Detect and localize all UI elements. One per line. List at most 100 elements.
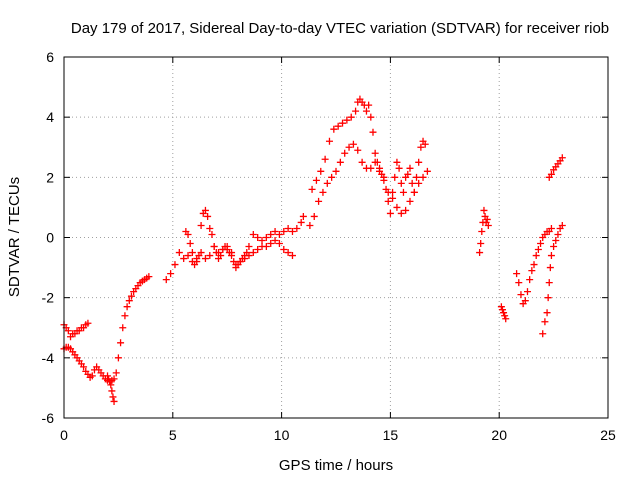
data-point bbox=[105, 375, 113, 383]
y-tick-label: -2 bbox=[42, 290, 55, 306]
plot-frame bbox=[63, 56, 609, 419]
data-point bbox=[406, 197, 414, 205]
data-point bbox=[552, 237, 560, 245]
data-point bbox=[319, 188, 327, 196]
data-point bbox=[339, 119, 347, 127]
data-point bbox=[345, 143, 353, 151]
data-point bbox=[395, 164, 403, 172]
data-point bbox=[404, 170, 412, 178]
data-point bbox=[306, 221, 314, 229]
data-point bbox=[341, 149, 349, 157]
data-point bbox=[108, 387, 116, 395]
data-point bbox=[330, 125, 338, 133]
data-point bbox=[349, 140, 357, 148]
x-tick-label: 15 bbox=[383, 427, 399, 443]
x-tick-label: 25 bbox=[600, 427, 616, 443]
data-point bbox=[558, 221, 566, 229]
data-point bbox=[171, 261, 179, 269]
data-point bbox=[354, 146, 362, 154]
data-point bbox=[391, 173, 399, 181]
data-point bbox=[528, 267, 536, 275]
data-point bbox=[125, 297, 133, 305]
data-point bbox=[384, 197, 392, 205]
data-point bbox=[417, 143, 425, 151]
data-point bbox=[114, 354, 122, 362]
chart-title: Day 179 of 2017, Sidereal Day-to-day VTE… bbox=[71, 20, 609, 37]
data-point bbox=[367, 113, 375, 121]
data-point bbox=[193, 258, 201, 266]
data-point bbox=[521, 297, 529, 305]
data-point bbox=[399, 188, 407, 196]
data-point bbox=[186, 240, 194, 248]
data-point bbox=[175, 249, 183, 257]
data-point bbox=[288, 227, 296, 235]
x-tick-label: 0 bbox=[60, 427, 68, 443]
data-point bbox=[184, 252, 192, 260]
y-tick-label: 0 bbox=[46, 230, 54, 246]
data-point bbox=[371, 149, 379, 157]
data-point bbox=[145, 273, 153, 281]
data-point bbox=[188, 249, 196, 257]
x-tick-label: 10 bbox=[274, 427, 290, 443]
data-point bbox=[382, 185, 390, 193]
series-arc-1 bbox=[60, 319, 92, 341]
data-point bbox=[328, 173, 336, 181]
data-point bbox=[415, 179, 423, 187]
data-point bbox=[513, 270, 521, 278]
data-point bbox=[228, 252, 236, 260]
data-point bbox=[317, 167, 325, 175]
data-point bbox=[254, 234, 262, 241]
data-point bbox=[123, 303, 131, 311]
series-arc-2 bbox=[60, 273, 153, 386]
data-point bbox=[500, 309, 508, 317]
data-point bbox=[119, 324, 127, 332]
data-point bbox=[517, 291, 525, 299]
y-tick-labels: -6 -4 -2 0 2 4 6 bbox=[42, 49, 55, 426]
data-point bbox=[532, 252, 540, 260]
data-point bbox=[88, 372, 96, 380]
data-point bbox=[543, 309, 551, 317]
data-point bbox=[497, 303, 505, 311]
data-point bbox=[365, 101, 373, 109]
data-point bbox=[541, 318, 549, 326]
data-point bbox=[352, 107, 360, 115]
data-points bbox=[60, 95, 566, 405]
data-point bbox=[477, 240, 485, 248]
data-point bbox=[393, 158, 401, 166]
data-point bbox=[284, 224, 292, 232]
data-point bbox=[217, 252, 225, 260]
data-point bbox=[539, 330, 547, 338]
data-point bbox=[280, 227, 288, 235]
data-point bbox=[369, 128, 377, 136]
data-point bbox=[415, 158, 423, 166]
data-point bbox=[547, 252, 555, 260]
data-point bbox=[121, 312, 129, 320]
data-point bbox=[397, 209, 405, 217]
data-point bbox=[389, 194, 397, 202]
data-point bbox=[336, 158, 344, 166]
data-point bbox=[243, 249, 251, 257]
data-point bbox=[484, 221, 492, 229]
data-point bbox=[526, 276, 534, 284]
data-point bbox=[323, 179, 331, 187]
data-point bbox=[206, 252, 214, 260]
data-point bbox=[162, 276, 170, 284]
data-point bbox=[249, 249, 257, 257]
series-arc-6 bbox=[249, 212, 307, 245]
data-point bbox=[421, 140, 429, 148]
data-point bbox=[380, 176, 388, 184]
data-point bbox=[362, 107, 370, 115]
data-point bbox=[104, 372, 112, 380]
data-point bbox=[332, 167, 340, 175]
data-point bbox=[406, 164, 414, 172]
data-point bbox=[110, 397, 118, 405]
data-point bbox=[312, 176, 320, 184]
data-point bbox=[480, 206, 488, 214]
data-point bbox=[230, 258, 238, 266]
data-point bbox=[393, 203, 401, 211]
x-tick-label: 20 bbox=[491, 427, 507, 443]
data-point bbox=[262, 243, 270, 251]
x-tick-labels: 0 5 10 15 20 25 bbox=[60, 427, 616, 443]
data-point bbox=[297, 218, 305, 226]
